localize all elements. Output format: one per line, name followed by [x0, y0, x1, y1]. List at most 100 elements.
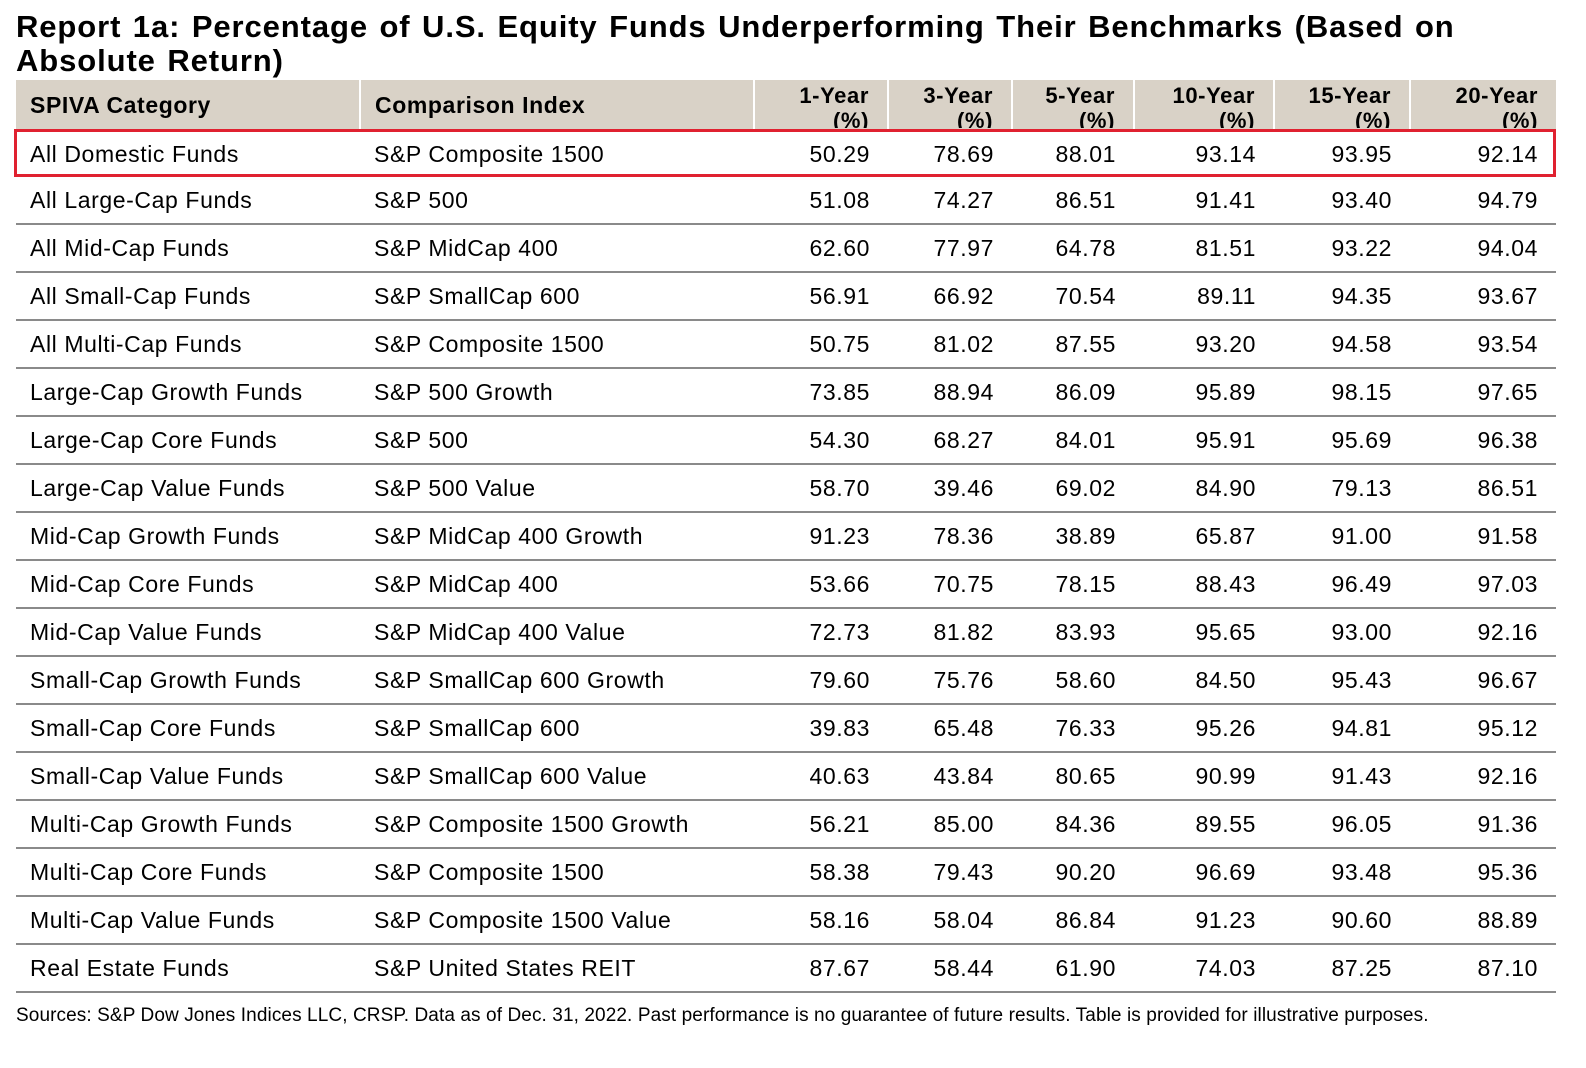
cell-category: Small-Cap Growth Funds — [16, 656, 360, 705]
cell-10-year: 89.11 — [1134, 272, 1274, 321]
header-spiva-category: SPIVA Category — [16, 80, 360, 131]
cell-category: All Small-Cap Funds — [16, 272, 360, 321]
cell-10-year: 81.51 — [1134, 224, 1274, 273]
table-row: Small-Cap Growth Funds S&P SmallCap 600 … — [16, 656, 1556, 705]
table-row: Mid-Cap Core Funds S&P MidCap 400 53.66 … — [16, 560, 1556, 609]
cell-category: Small-Cap Value Funds — [16, 752, 360, 801]
cell-1-year: 54.30 — [754, 416, 888, 465]
cell-category: Multi-Cap Value Funds — [16, 896, 360, 945]
cell-index: S&P Composite 1500 — [360, 848, 754, 897]
header-3-year-label: 3-Year — [923, 83, 993, 108]
cell-3-year: 58.04 — [888, 896, 1012, 945]
cell-category: Mid-Cap Growth Funds — [16, 512, 360, 561]
table-row: Small-Cap Core Funds S&P SmallCap 600 39… — [16, 704, 1556, 753]
cell-5-year: 84.36 — [1012, 800, 1134, 849]
cell-1-year: 39.83 — [754, 704, 888, 753]
cell-20-year: 96.67 — [1410, 656, 1556, 705]
cell-1-year: 50.29 — [809, 140, 870, 167]
cell-10-year: 88.43 — [1134, 560, 1274, 609]
header-15-year-unit: (%) — [1354, 108, 1391, 128]
header-10-year-label: 10-Year — [1172, 83, 1255, 108]
header-1-year-label: 1-Year — [799, 83, 869, 108]
cell-1-year: 73.85 — [754, 368, 888, 417]
cell-3-year: 70.75 — [888, 560, 1012, 609]
cell-3-year: 88.94 — [888, 368, 1012, 417]
cell-5-year: 78.15 — [1012, 560, 1134, 609]
cell-5-year: 88.01 — [1055, 140, 1116, 167]
cell-15-year: 96.05 — [1274, 800, 1410, 849]
table-row: All Large-Cap Funds S&P 500 51.08 74.27 … — [16, 177, 1556, 225]
table-row: All Small-Cap Funds S&P SmallCap 600 56.… — [16, 272, 1556, 321]
cell-20-year: 92.14 — [1477, 140, 1538, 167]
table-row: Small-Cap Value Funds S&P SmallCap 600 V… — [16, 752, 1556, 801]
table-row: Large-Cap Value Funds S&P 500 Value 58.7… — [16, 464, 1556, 513]
cell-20-year: 96.38 — [1410, 416, 1556, 465]
cell-20-year: 94.79 — [1410, 177, 1556, 225]
cell-1-year: 72.73 — [754, 608, 888, 657]
cell-15-year: 90.60 — [1274, 896, 1410, 945]
table-row: Large-Cap Growth Funds S&P 500 Growth 73… — [16, 368, 1556, 417]
cell-category: Mid-Cap Core Funds — [16, 560, 360, 609]
cell-1-year: 58.70 — [754, 464, 888, 513]
cell-3-year: 75.76 — [888, 656, 1012, 705]
source-footnote: Sources: S&P Dow Jones Indices LLC, CRSP… — [16, 1005, 1429, 1026]
cell-20-year: 86.51 — [1410, 464, 1556, 513]
cell-20-year: 95.12 — [1410, 704, 1556, 753]
cell-5-year: 80.65 — [1012, 752, 1134, 801]
cell-category: Small-Cap Core Funds — [16, 704, 360, 753]
cell-1-year: 87.67 — [754, 944, 888, 993]
cell-3-year: 81.82 — [888, 608, 1012, 657]
cell-category: Multi-Cap Core Funds — [16, 848, 360, 897]
table-row: Multi-Cap Core Funds S&P Composite 1500 … — [16, 848, 1556, 897]
cell-index: S&P SmallCap 600 — [360, 704, 754, 753]
cell-15-year: 96.49 — [1274, 560, 1410, 609]
cell-index: S&P SmallCap 600 — [360, 272, 754, 321]
cell-3-year: 68.27 — [888, 416, 1012, 465]
cell-10-year: 84.50 — [1134, 656, 1274, 705]
table-header: SPIVA Category Comparison Index 1-Year (%… — [16, 80, 1556, 131]
cell-category: Mid-Cap Value Funds — [16, 608, 360, 657]
header-5-year-label: 5-Year — [1045, 83, 1115, 108]
cell-15-year: 93.48 — [1274, 848, 1410, 897]
cell-10-year: 93.20 — [1134, 320, 1274, 369]
cell-3-year: 85.00 — [888, 800, 1012, 849]
cell-1-year: 62.60 — [754, 224, 888, 273]
cell-category: Large-Cap Growth Funds — [16, 368, 360, 417]
cell-5-year: 61.90 — [1012, 944, 1134, 993]
cell-5-year: 86.84 — [1012, 896, 1134, 945]
cell-index: S&P Composite 1500 — [374, 140, 605, 167]
table-row: Mid-Cap Value Funds S&P MidCap 400 Value… — [16, 608, 1556, 657]
cell-5-year: 38.89 — [1012, 512, 1134, 561]
cell-index: S&P SmallCap 600 Growth — [360, 656, 754, 705]
cell-3-year: 65.48 — [888, 704, 1012, 753]
cell-5-year: 84.01 — [1012, 416, 1134, 465]
cell-5-year: 87.55 — [1012, 320, 1134, 369]
cell-15-year: 94.58 — [1274, 320, 1410, 369]
cell-15-year: 98.15 — [1274, 368, 1410, 417]
table-row: Real Estate Funds S&P United States REIT… — [16, 944, 1556, 993]
cell-category: All Multi-Cap Funds — [16, 320, 360, 369]
cell-20-year: 92.16 — [1410, 752, 1556, 801]
table-row: Large-Cap Core Funds S&P 500 54.30 68.27… — [16, 416, 1556, 465]
cell-15-year: 79.13 — [1274, 464, 1410, 513]
header-5-year-unit: (%) — [1078, 108, 1115, 128]
cell-20-year: 91.36 — [1410, 800, 1556, 849]
cell-3-year: 81.02 — [888, 320, 1012, 369]
cell-category: All Large-Cap Funds — [16, 177, 360, 225]
header-20-year-label: 20-Year — [1455, 83, 1538, 108]
cell-20-year: 97.03 — [1410, 560, 1556, 609]
cell-3-year: 78.69 — [933, 140, 994, 167]
cell-1-year: 53.66 — [754, 560, 888, 609]
table-row: All Multi-Cap Funds S&P Composite 1500 5… — [16, 320, 1556, 369]
cell-category: All Domestic Funds — [30, 140, 239, 167]
table-row: Mid-Cap Growth Funds S&P MidCap 400 Grow… — [16, 512, 1556, 561]
cell-20-year: 88.89 — [1410, 896, 1556, 945]
cell-15-year: 91.00 — [1274, 512, 1410, 561]
cell-index: S&P Composite 1500 — [360, 320, 754, 369]
cell-15-year: 93.40 — [1274, 177, 1410, 225]
cell-15-year: 95.69 — [1274, 416, 1410, 465]
cell-3-year: 79.43 — [888, 848, 1012, 897]
table-row: Multi-Cap Value Funds S&P Composite 1500… — [16, 896, 1556, 945]
cell-index: S&P 500 Value — [360, 464, 754, 513]
header-20-year-unit: (%) — [1501, 108, 1538, 128]
